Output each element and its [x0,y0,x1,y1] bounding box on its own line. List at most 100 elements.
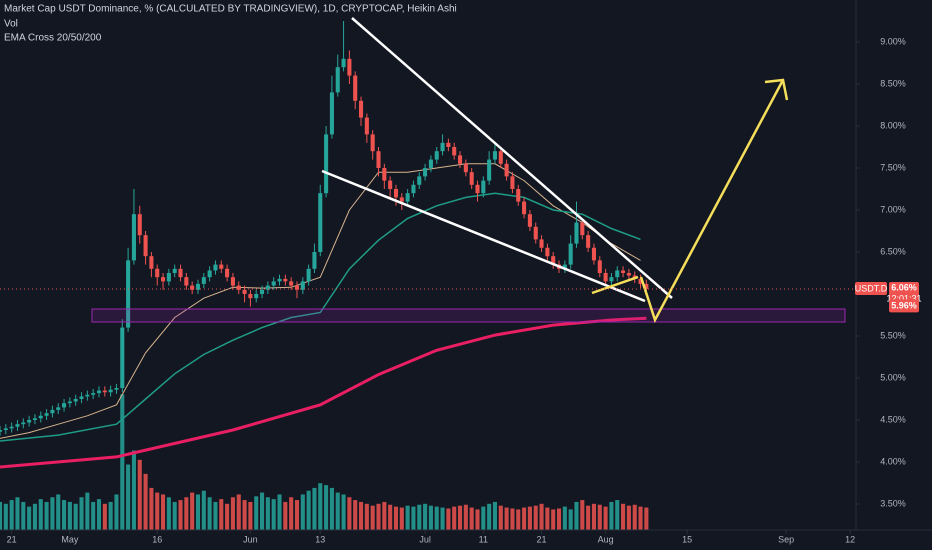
volume-bar [551,509,556,530]
candle-body [580,222,585,236]
volume-bar [492,501,498,530]
indicator-label: Vol [4,19,18,30]
candle-body [463,163,468,173]
candle-body [475,184,480,194]
x-tick-label: 21 [7,534,17,544]
candle-body [603,272,608,282]
volume-bar [102,503,107,530]
price-marker-label: 5.96% [891,301,917,311]
volume-bar [242,500,247,530]
volume-bar [556,508,562,530]
volume-bar [644,507,649,530]
volume-bar [411,506,416,530]
volume-bar [108,501,113,530]
y-tick-label: 5.00% [880,372,906,382]
volume-bar [155,492,160,530]
volume-bar [265,497,270,530]
volume-bar [126,464,131,530]
candle-body [201,277,206,284]
candle-body [312,251,317,269]
candle-body [137,214,142,236]
volume-bar [498,505,503,530]
candle-body [242,289,247,294]
volume-bar [32,503,37,530]
countdown: 12:01:31 [886,293,921,303]
volume-bar [178,500,183,530]
candle-body [621,270,626,273]
candle-body [574,222,579,244]
candle-body [230,277,235,286]
chart-title: Market Cap USDT Dominance, % (CALCULATED… [4,4,457,15]
arrow-head [764,78,789,101]
candle-body [236,285,241,290]
candle-body [38,415,43,419]
candle-body [417,176,422,185]
volume-bar [481,506,486,530]
candle-body [527,214,532,227]
candle-body [644,283,649,289]
candle-body [195,283,201,290]
volume-bar [580,500,585,530]
candle-body [358,100,364,118]
candle-body [73,398,78,402]
candle-body [277,278,282,282]
candle-body [434,151,439,160]
candle-body [440,142,445,152]
volume-bar [120,394,125,530]
volume-bar [609,501,614,530]
volume-bar [131,450,136,530]
candle-body [79,396,84,399]
candle-body [225,268,230,278]
volume-bar [615,500,620,530]
candle-body [469,172,474,185]
candle-body [405,193,410,202]
ema-line [0,316,647,469]
candle-body [67,401,72,404]
volume-bar [9,500,14,530]
volume-bar [201,490,206,530]
x-tick-label: Jul [419,534,431,544]
candle-body [283,278,288,282]
candle-body [213,264,218,271]
volume-bar [91,501,96,530]
volume-bar [574,501,579,530]
price-marker-bg [889,299,919,313]
candle-body [522,201,527,215]
candle-body [492,151,498,160]
candle-body [510,176,515,189]
candle-body [533,226,538,240]
volume-bar [73,503,78,530]
volume-bar [452,506,457,530]
volume-bar [638,506,643,530]
symbol-tag: USDT.D [855,283,888,293]
candle-body [353,75,358,101]
volume-bar [294,500,300,530]
y-tick-label: 7.50% [880,162,906,172]
volume-bar [510,508,515,530]
volume-bar [463,504,468,530]
volume-bar [149,487,154,530]
candle-body [15,424,20,427]
y-tick-label: 7.00% [880,204,906,214]
volume-bar [137,459,142,530]
candle-body [91,393,96,395]
candle-body [166,272,171,282]
volume-bar [213,501,218,530]
candle-body [161,277,166,282]
candle-body [131,214,136,261]
volume-bar [446,508,451,530]
candle-body [44,413,49,416]
volume-bar [21,501,26,530]
x-tick-label: Aug [598,534,614,544]
candle-body [271,281,276,286]
volume-bar [632,504,637,530]
candle-body [457,155,463,164]
ema-line [0,192,641,442]
volume-bar [79,497,84,530]
candle-body [568,243,573,265]
volume-bar [382,501,387,530]
candle-body [539,239,544,248]
volume-bar [300,494,305,530]
candle-body [318,193,323,252]
